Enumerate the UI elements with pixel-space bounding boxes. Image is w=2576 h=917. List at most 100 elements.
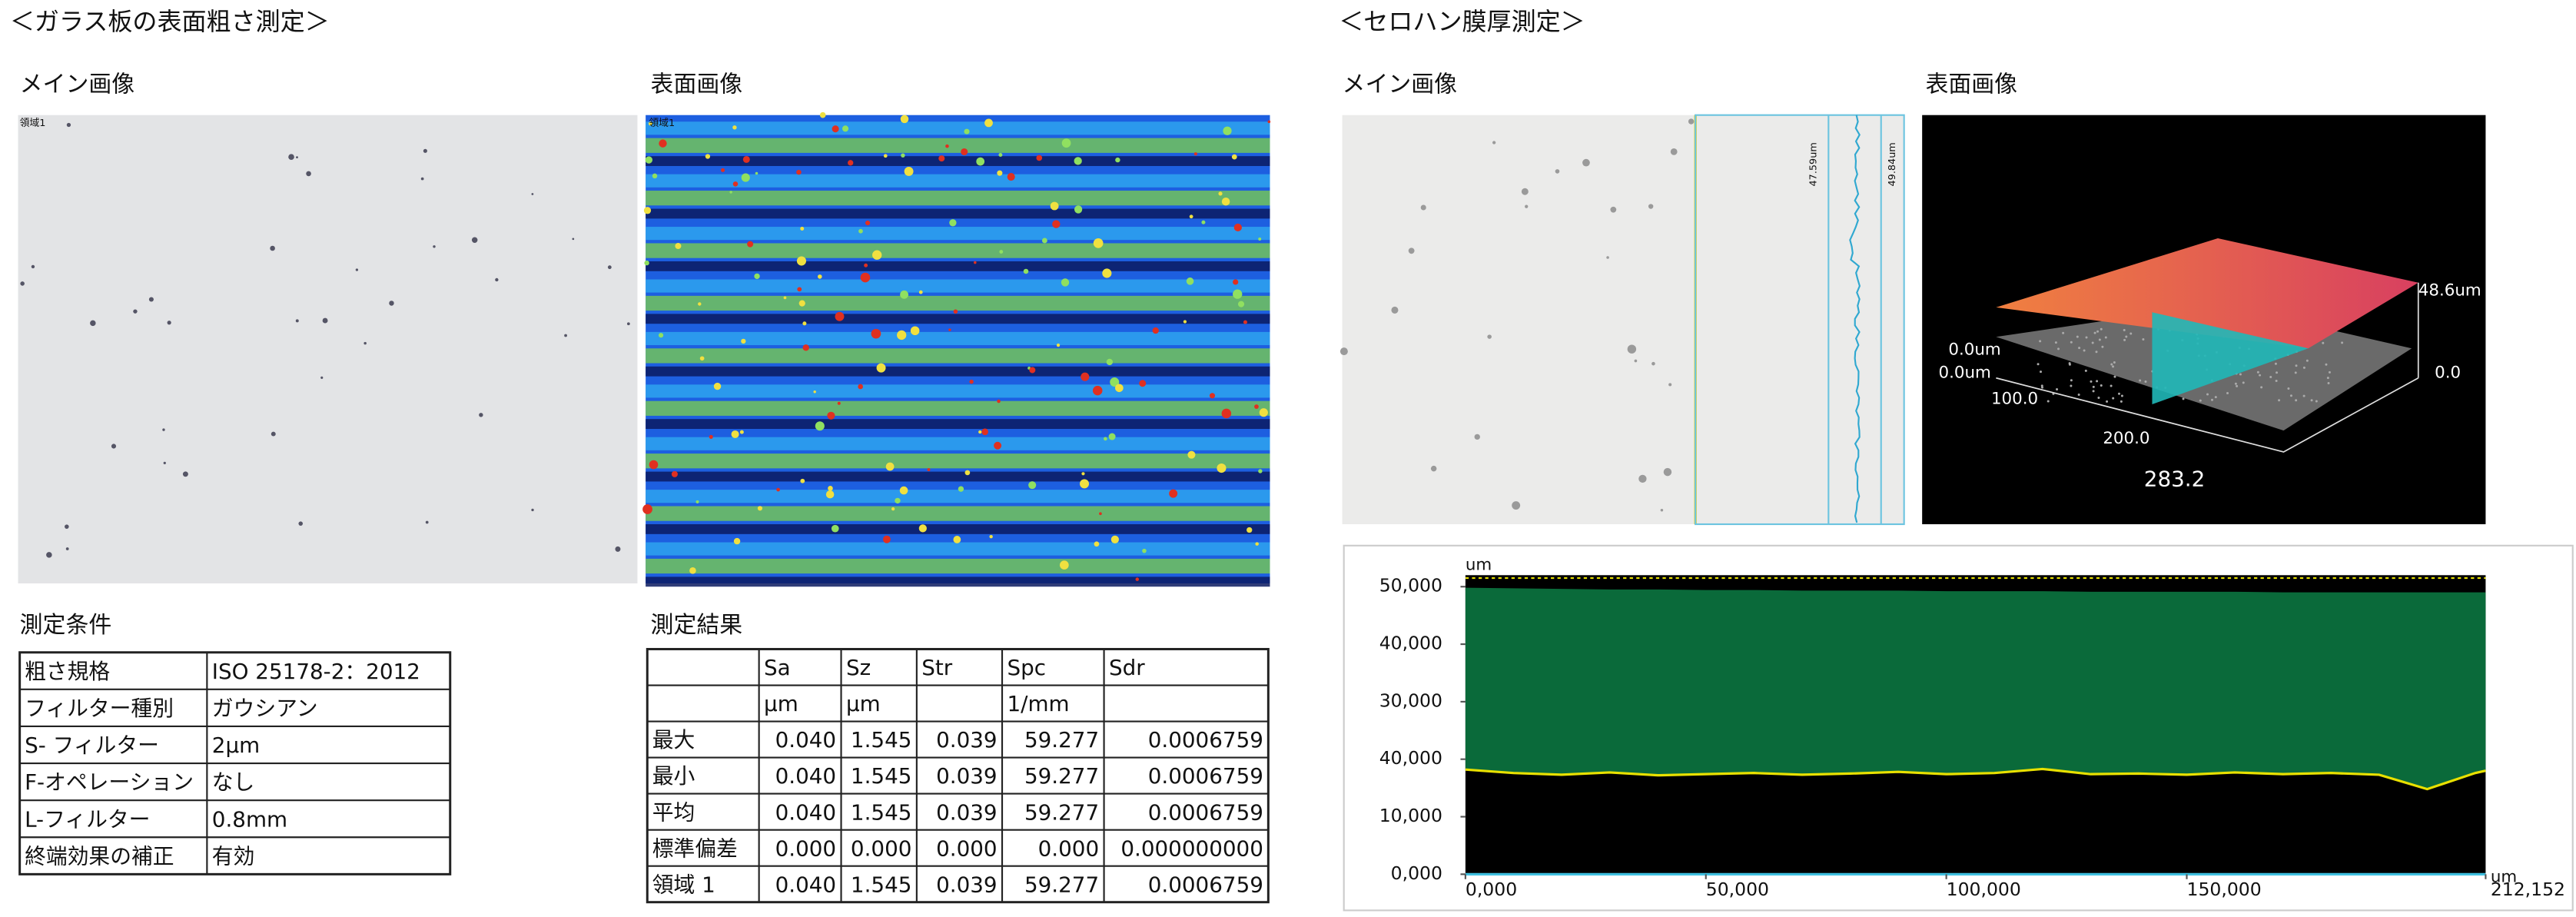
label: 48.6um bbox=[2418, 281, 2481, 300]
speck bbox=[296, 156, 298, 159]
speck bbox=[817, 274, 822, 279]
speck bbox=[320, 376, 324, 379]
speck bbox=[2100, 327, 2103, 331]
speck bbox=[306, 171, 311, 177]
band bbox=[646, 471, 1270, 482]
band bbox=[646, 121, 1270, 135]
speck bbox=[2110, 384, 2113, 387]
speck bbox=[1152, 327, 1159, 334]
band bbox=[646, 191, 1270, 206]
table-cell: 0.000 bbox=[775, 836, 837, 861]
table-cell: F-オペレーション bbox=[25, 769, 194, 795]
speck bbox=[997, 170, 1003, 176]
band bbox=[646, 174, 1270, 188]
x-tick-label: 50,000 bbox=[1706, 879, 1769, 900]
speck bbox=[2112, 397, 2115, 400]
speck bbox=[20, 281, 25, 286]
speck bbox=[2236, 384, 2239, 387]
speck bbox=[2056, 388, 2059, 391]
speck bbox=[981, 428, 988, 436]
speck bbox=[796, 256, 806, 266]
speck bbox=[731, 430, 739, 439]
speck bbox=[837, 401, 841, 405]
speck bbox=[945, 144, 949, 148]
speck bbox=[1061, 278, 1070, 287]
speck bbox=[835, 311, 845, 321]
speck bbox=[1221, 408, 1232, 419]
speck bbox=[2112, 365, 2115, 368]
speck bbox=[882, 535, 891, 543]
speck bbox=[2287, 387, 2290, 390]
speck bbox=[649, 460, 659, 470]
speck bbox=[162, 428, 165, 431]
speck bbox=[1243, 320, 1247, 324]
speck bbox=[1221, 197, 1230, 206]
speck bbox=[997, 399, 1001, 404]
label: 47.59um bbox=[1808, 142, 1820, 186]
speck bbox=[2214, 396, 2217, 399]
speck bbox=[671, 470, 678, 477]
speck bbox=[689, 567, 696, 574]
table-cell: μm bbox=[764, 691, 798, 716]
speck bbox=[1247, 527, 1253, 533]
speck bbox=[2123, 329, 2126, 331]
speck bbox=[2123, 338, 2126, 341]
speck bbox=[1668, 383, 1672, 387]
speck bbox=[2070, 341, 2073, 344]
band bbox=[646, 506, 1270, 521]
speck bbox=[652, 173, 658, 179]
label: メイン画像 bbox=[1343, 71, 1458, 98]
speck bbox=[1627, 344, 1637, 354]
speck bbox=[564, 334, 567, 337]
speck bbox=[813, 390, 816, 394]
speck bbox=[2276, 371, 2279, 374]
axis bbox=[1996, 377, 2419, 453]
speck bbox=[828, 485, 833, 491]
speck bbox=[2226, 392, 2229, 395]
speck bbox=[713, 382, 722, 390]
table-cell: L-フィルター bbox=[25, 806, 150, 832]
band bbox=[646, 208, 1270, 219]
speck bbox=[2125, 335, 2128, 338]
band bbox=[646, 437, 1270, 450]
table-cell: μm bbox=[846, 691, 881, 716]
band bbox=[646, 542, 1270, 556]
speck bbox=[831, 524, 839, 533]
speck bbox=[433, 245, 436, 248]
speck bbox=[607, 265, 612, 270]
speck bbox=[2040, 370, 2043, 374]
speck bbox=[2062, 331, 2065, 334]
table-cell: 領域 1 bbox=[652, 872, 715, 897]
speck bbox=[842, 125, 849, 132]
table-cell: Spc bbox=[1007, 655, 1046, 680]
speck bbox=[2093, 331, 2096, 334]
speck bbox=[133, 309, 138, 314]
speck bbox=[1093, 238, 1104, 248]
speck bbox=[1487, 334, 1492, 339]
band bbox=[646, 576, 1270, 587]
speck bbox=[798, 300, 805, 307]
band bbox=[646, 400, 1270, 416]
speck bbox=[1081, 472, 1085, 476]
speck bbox=[2278, 399, 2281, 402]
band bbox=[646, 295, 1270, 311]
speck bbox=[1217, 463, 1227, 473]
speck bbox=[969, 379, 974, 384]
speck bbox=[2106, 400, 2109, 403]
speck bbox=[976, 157, 985, 166]
table-cell: 粗さ規格 bbox=[25, 659, 110, 684]
speck bbox=[783, 296, 787, 300]
speck bbox=[1339, 347, 1348, 356]
speck bbox=[885, 462, 895, 471]
speck bbox=[1638, 474, 1647, 483]
main-image bbox=[18, 115, 638, 583]
speck bbox=[1254, 404, 1259, 409]
speck bbox=[2305, 359, 2309, 362]
top-plane bbox=[1996, 238, 2418, 349]
speck bbox=[1007, 173, 1015, 181]
band bbox=[646, 419, 1270, 430]
speck bbox=[389, 301, 394, 306]
speck bbox=[948, 328, 951, 331]
speck bbox=[2037, 363, 2040, 366]
table-cell: 0.040 bbox=[775, 727, 837, 753]
